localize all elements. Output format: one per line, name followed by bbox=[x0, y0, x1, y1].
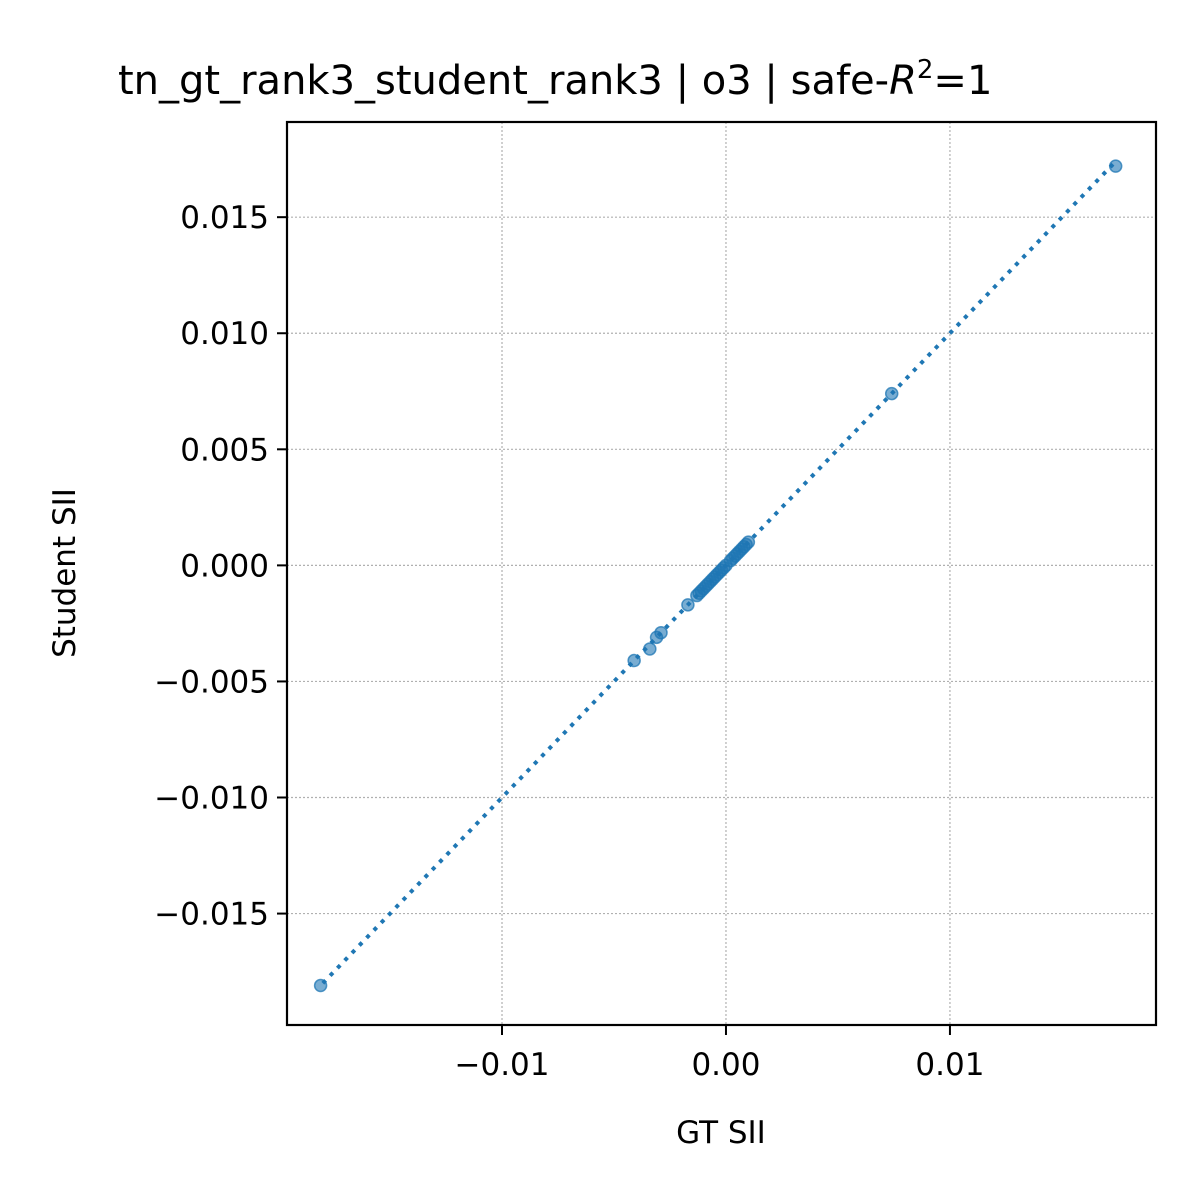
y-tick-label: −0.005 bbox=[154, 664, 269, 700]
y-tick-label: 0.010 bbox=[180, 316, 269, 352]
x-tick-label: −0.01 bbox=[455, 1047, 550, 1083]
scatter-point bbox=[643, 642, 657, 656]
x-tick-label: 0.00 bbox=[691, 1047, 760, 1083]
grid bbox=[287, 122, 1156, 1025]
scatter-point bbox=[1108, 159, 1123, 173]
data-points bbox=[313, 159, 1123, 993]
scatter-point bbox=[884, 386, 899, 401]
y-axis-label: Student SII bbox=[47, 488, 83, 658]
chart-title: tn_gt_rank3_student_rank3 | o3 | safe-R2… bbox=[118, 55, 992, 104]
axis-ticks: −0.01 0.00 0.01 0.015 0.010 0.005 0.000 −0.005 −… bbox=[154, 200, 984, 1083]
y-tick-label: −0.015 bbox=[154, 897, 269, 933]
y-tick-label: 0.015 bbox=[180, 200, 269, 236]
scatter-point bbox=[313, 978, 328, 993]
x-axis-label: GT SII bbox=[676, 1115, 766, 1151]
y-tick-label: 0.005 bbox=[180, 432, 269, 468]
scatter-point bbox=[681, 598, 695, 612]
scatter-point bbox=[627, 653, 641, 668]
plot-frame bbox=[285, 120, 1158, 1027]
y-tick-label: −0.010 bbox=[154, 781, 269, 817]
scatter-point bbox=[654, 625, 668, 640]
scatter-point bbox=[741, 535, 756, 549]
y-tick-label: 0.000 bbox=[180, 548, 269, 584]
x-tick-label: 0.01 bbox=[915, 1047, 984, 1083]
